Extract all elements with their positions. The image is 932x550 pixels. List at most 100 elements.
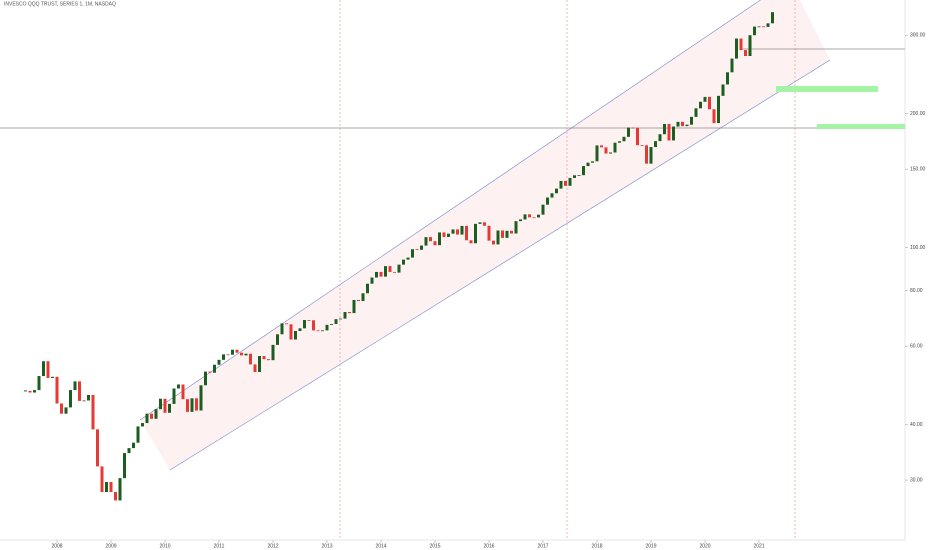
candle: [676, 121, 680, 127]
candle: [442, 232, 446, 237]
candle: [379, 271, 383, 277]
candle: [528, 214, 531, 218]
candle: [118, 478, 122, 501]
candle: [154, 409, 158, 419]
candle: [69, 390, 72, 408]
candle: [604, 147, 608, 154]
candle: [145, 413, 149, 424]
candle: [550, 193, 554, 198]
candle: [357, 299, 360, 302]
candle: [55, 376, 59, 404]
candle: [649, 147, 653, 164]
candle: [757, 26, 761, 28]
candle: [699, 101, 702, 109]
candle: [82, 400, 86, 402]
candle: [78, 381, 81, 401]
candle: [100, 466, 104, 493]
candle: [321, 330, 324, 332]
zone: [776, 86, 878, 92]
candle: [330, 323, 333, 325]
candle: [739, 38, 743, 51]
x-tick-label: 2017: [537, 543, 548, 549]
candle: [235, 349, 239, 353]
candle: [618, 141, 621, 143]
candle: [717, 95, 720, 124]
candle: [672, 126, 675, 141]
y-tick-label: 30.00: [910, 477, 923, 483]
channel-line: [139, 0, 761, 421]
candle: [199, 385, 203, 411]
candle: [388, 266, 392, 272]
candle: [568, 177, 572, 186]
candle: [433, 241, 437, 246]
candle: [586, 162, 590, 167]
candle: [204, 371, 207, 386]
x-tick-label: 2015: [429, 543, 440, 549]
candle: [712, 109, 716, 124]
candle: [60, 403, 63, 414]
candle: [33, 390, 36, 393]
candle: [703, 96, 707, 102]
candle: [447, 233, 450, 237]
candle: [213, 364, 216, 373]
candle: [123, 453, 126, 479]
candle: [546, 197, 549, 205]
candle: [109, 482, 113, 493]
candle: [451, 229, 455, 234]
candle: [231, 349, 234, 355]
candle: [478, 222, 482, 224]
candle: [226, 354, 230, 356]
candle: [465, 225, 468, 241]
candle: [663, 123, 666, 135]
candle: [744, 50, 747, 57]
candle: [280, 323, 284, 335]
candle: [181, 384, 185, 400]
x-tick-label: 2011: [214, 543, 225, 549]
candle: [249, 353, 252, 365]
candle: [469, 240, 473, 244]
zone: [817, 124, 905, 129]
candle: [244, 353, 248, 356]
candle: [127, 448, 131, 454]
candle: [177, 384, 180, 389]
candle: [681, 121, 684, 127]
candle: [348, 312, 351, 314]
candle: [37, 376, 41, 391]
candle: [523, 214, 527, 220]
candle: [631, 127, 635, 129]
candle: [658, 134, 662, 142]
x-tick-label: 2009: [105, 543, 116, 549]
y-tick-label: 100.00: [910, 245, 926, 251]
candle: [136, 426, 140, 443]
candle: [96, 429, 99, 467]
candle: [262, 356, 266, 360]
candle: [186, 399, 189, 412]
candle: [573, 175, 576, 178]
candle: [402, 259, 405, 265]
candle: [325, 324, 329, 331]
candle: [537, 214, 540, 218]
candle: [564, 180, 567, 186]
y-tick-label: 40.00: [910, 422, 923, 428]
candle: [640, 145, 644, 146]
candle: [591, 161, 594, 163]
candle: [654, 141, 657, 148]
candle: [753, 26, 756, 36]
candle: [685, 124, 689, 127]
candle: [667, 123, 671, 141]
candle: [87, 394, 90, 401]
candle: [730, 58, 734, 73]
candle: [487, 225, 491, 241]
x-tick-label: 2016: [483, 543, 494, 549]
x-tick-label: 2019: [645, 543, 656, 549]
candle: [708, 96, 711, 110]
candle: [163, 398, 167, 413]
candle: [429, 237, 432, 242]
candle: [415, 249, 419, 251]
candle: [307, 320, 311, 321]
candle: [240, 352, 243, 356]
candle: [294, 330, 297, 340]
candle: [370, 277, 374, 284]
